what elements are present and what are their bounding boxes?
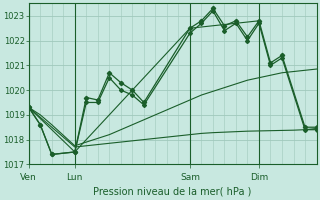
X-axis label: Pression niveau de la mer( hPa ): Pression niveau de la mer( hPa ) <box>93 187 252 197</box>
